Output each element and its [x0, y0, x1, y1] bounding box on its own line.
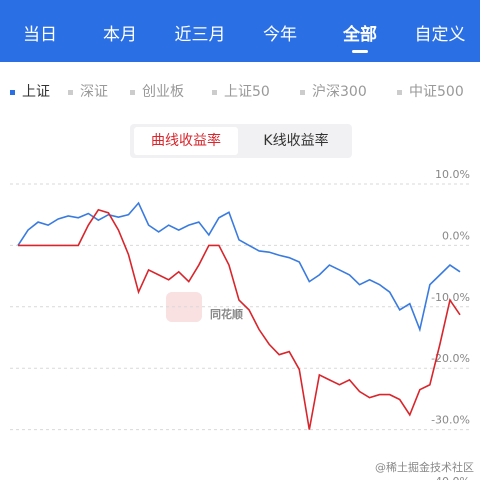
- y-tick-label: 0.0%: [442, 229, 470, 242]
- index-label: 上证50: [224, 84, 270, 100]
- index-label: 中证500: [409, 84, 464, 100]
- index-label: 创业板: [142, 84, 184, 100]
- index-item[interactable]: 沪深300: [300, 81, 367, 101]
- y-tick-label: -30.0%: [431, 414, 470, 427]
- index-label: 深证: [80, 84, 108, 100]
- index-label: 沪深300: [312, 84, 367, 100]
- tab[interactable]: 当日: [23, 25, 57, 45]
- tab[interactable]: 本月: [103, 25, 137, 45]
- index-dot: [10, 89, 15, 95]
- mode-toggle: 曲线收益率 K线收益率: [130, 124, 352, 158]
- index-item[interactable]: 上证50: [212, 81, 270, 101]
- index-item[interactable]: 中证500: [397, 81, 464, 101]
- y-tick-label: 10.0%: [435, 168, 470, 181]
- series-line: [17, 201, 461, 333]
- index-item[interactable]: 深证: [68, 81, 108, 101]
- footer: @稀土掘金技术社区: [375, 460, 474, 474]
- index-item[interactable]: 创业板: [130, 81, 184, 101]
- tab[interactable]: 自定义: [414, 25, 466, 45]
- series-line: [18, 208, 461, 430]
- tab-bar: 当日 本月 近三月 今年 全部 自定义: [0, 0, 480, 62]
- index-dot: [397, 89, 402, 95]
- tab-underline: [352, 50, 368, 53]
- index-dot: [212, 89, 217, 95]
- index-item[interactable]: 上证: [10, 81, 50, 101]
- tab[interactable]: 近三月: [174, 25, 226, 45]
- index-label: 上证: [22, 84, 50, 100]
- y-tick-label: -20.0%: [431, 352, 470, 365]
- tab[interactable]: 全部: [343, 25, 377, 45]
- index-dot: [68, 89, 73, 95]
- y-tick-label: -40.0%: [431, 475, 470, 480]
- tab[interactable]: 今年: [263, 25, 297, 45]
- index-dot: [300, 89, 305, 95]
- index-dot: [130, 89, 135, 95]
- toggle-option[interactable]: K线收益率: [263, 133, 329, 149]
- toggle-option[interactable]: 曲线收益率: [134, 127, 238, 155]
- y-tick-label: -10.0%: [431, 291, 470, 304]
- watermark: 同花顺: [210, 307, 243, 321]
